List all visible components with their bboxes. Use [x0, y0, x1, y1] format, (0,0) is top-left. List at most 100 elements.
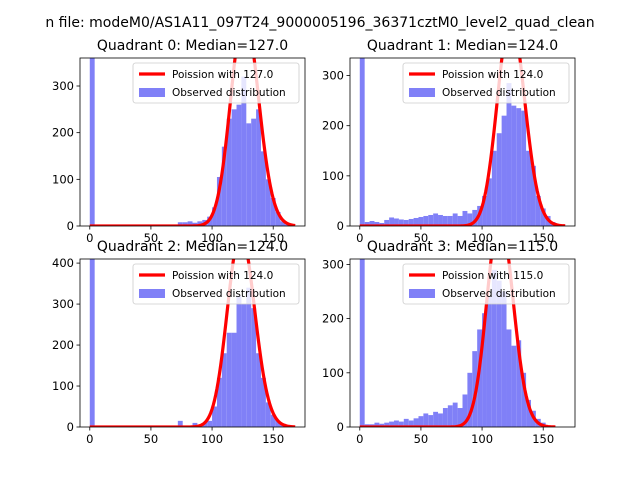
subplot-grid: 0 50 100 150 0 100 200 300 Quadrant 0: Median=12… [52, 38, 576, 446]
histogram-bar [428, 214, 434, 226]
histogram-bar [516, 340, 522, 427]
legend: Poission with 127.0 Observed distribution [132, 62, 300, 104]
legend-label: Poission with 124.0 [172, 270, 273, 282]
histogram-bar [265, 402, 271, 427]
y-tick-label: 100 [322, 169, 344, 183]
legend-label: Poission with 124.0 [442, 69, 543, 81]
x-tick-label: 50 [144, 231, 159, 245]
histogram-bar [364, 221, 370, 226]
histogram-bar [270, 414, 276, 427]
x-tick-label: 50 [414, 231, 429, 245]
histogram-bar [251, 118, 257, 226]
legend-label: Poission with 127.0 [172, 69, 273, 81]
histogram-bar [442, 408, 448, 427]
histogram-bar [491, 150, 497, 226]
histogram-bar [423, 413, 429, 427]
legend-patch-swatch [139, 289, 165, 298]
histogram-bar [251, 308, 257, 427]
x-tick-label: 0 [86, 231, 93, 245]
histogram-bar [472, 209, 478, 226]
histogram-bar [501, 115, 507, 226]
histogram-bar [182, 222, 188, 226]
histogram-bar [187, 221, 193, 226]
poisson-curve [359, 259, 556, 427]
histogram-bar [408, 218, 414, 226]
histogram-bar [403, 418, 409, 427]
histogram-bar [256, 353, 261, 427]
y-tick-label: 200 [322, 119, 344, 133]
legend-box [132, 62, 300, 104]
x-tick-label: 0 [86, 432, 93, 446]
legend-patch-swatch [409, 88, 435, 97]
histogram-bar [359, 58, 365, 226]
histogram-bar [394, 420, 399, 427]
subplot-title: Quadrant 3: Median=115.0 [367, 239, 558, 255]
histogram-bar [526, 399, 531, 427]
histogram-bar [452, 213, 458, 226]
legend-patch-swatch [409, 289, 435, 298]
legend-label: Observed distribution [172, 87, 286, 99]
histogram-bar [413, 418, 419, 427]
histogram-bar [496, 133, 502, 226]
histogram-bar [265, 179, 271, 226]
legend: Poission with 124.0 Observed distribution [402, 62, 570, 104]
x-tick-label: 150 [262, 432, 284, 446]
histogram-bar [442, 215, 448, 226]
subplot-quadrant-2: 0 50 100 150 0 100 200 300 400 Quadrant 2: Median… [52, 239, 306, 446]
histogram-bar [403, 219, 409, 226]
histogram-bar [270, 198, 276, 226]
histogram-bar [374, 221, 380, 226]
histogram-bar [221, 146, 227, 226]
histogram-bar [221, 353, 227, 427]
histogram-bar [398, 219, 404, 226]
histogram-bar [374, 422, 380, 427]
histogram-bar [246, 123, 252, 226]
subplot-title: Quadrant 1: Median=124.0 [367, 38, 558, 54]
histogram-bar [177, 222, 183, 226]
x-tick-label: 150 [532, 432, 554, 446]
histogram-bar [202, 422, 208, 427]
x-tick-label: 100 [201, 231, 223, 245]
histogram-bar [457, 215, 463, 226]
x-tick-label: 100 [471, 432, 493, 446]
histogram-bar [275, 420, 281, 427]
histogram-bar [212, 406, 217, 427]
x-tick-label: 150 [532, 231, 554, 245]
histogram-bar [457, 408, 463, 427]
histogram-bar [516, 108, 522, 226]
histogram-bar [433, 213, 439, 226]
histogram-bar [216, 177, 222, 226]
histogram-bar [408, 420, 414, 427]
histogram-bar [438, 413, 443, 427]
histogram-bar [89, 58, 95, 226]
histogram-bar [521, 110, 527, 226]
axes-frame [349, 57, 576, 227]
plot-area [359, 58, 566, 226]
histogram-bar [177, 420, 183, 427]
histogram-bar [433, 411, 439, 427]
histogram-bar [496, 280, 502, 427]
histogram-bar [467, 372, 473, 427]
histogram-bar [511, 345, 517, 427]
histogram-bar [207, 420, 213, 427]
histogram-bar [216, 377, 222, 427]
plot-area [89, 259, 296, 427]
legend: Poission with 115.0 Observed distribution [402, 263, 570, 305]
y-tick-label: 200 [322, 312, 344, 326]
histogram-bar [418, 216, 424, 226]
histogram-bar [428, 415, 434, 427]
histogram-bar [462, 210, 468, 226]
histogram-bar [197, 221, 203, 226]
legend-patch-swatch [139, 88, 165, 97]
histogram-bar [447, 215, 453, 226]
histogram-bar [486, 178, 492, 226]
y-tick-label: 200 [52, 338, 74, 352]
figure-suptitle: n file: modeM0/AS1A11_097T24_9000005196_… [45, 15, 594, 31]
histogram-bar [526, 150, 531, 226]
plot-area [89, 58, 296, 226]
histogram-bar [236, 104, 242, 226]
x-tick-label: 0 [356, 432, 363, 446]
subplot-quadrant-0: 0 50 100 150 0 100 200 300 Quadrant 0: Median=12… [52, 38, 306, 245]
y-tick-label: 0 [337, 420, 344, 434]
